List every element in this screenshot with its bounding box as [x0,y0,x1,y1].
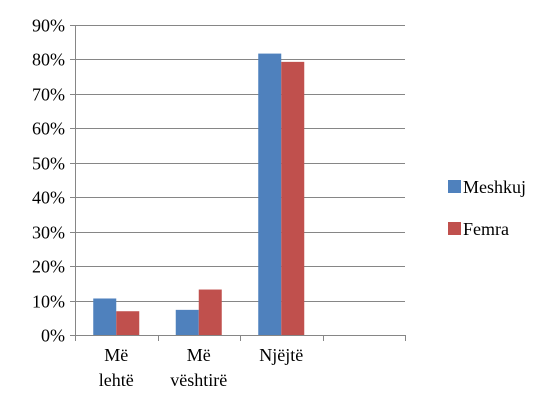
gridlines [75,25,405,302]
legend: Meshkuj Femra [448,177,526,239]
y-tick-label: 50% [32,154,65,174]
y-tick-label: 10% [32,292,65,312]
category-label: Njëjtë [259,345,303,365]
bar-meshkuj-0 [93,298,117,335]
category-label: Më [104,345,128,365]
legend-swatch-femra [448,222,461,235]
y-tick-label: 60% [32,119,65,139]
y-tick-label: 30% [32,223,65,243]
axes [70,25,406,341]
y-tick-label: 70% [32,85,65,105]
y-tick-label: 90% [32,16,65,36]
legend-label-meshkuj: Meshkuj [463,177,526,197]
category-label: vështirë [170,370,227,390]
category-label: Më [187,345,211,365]
y-tick-label: 40% [32,188,65,208]
legend-label-femra: Femra [463,219,509,239]
bar-meshkuj-1 [175,309,199,335]
y-tick-label: 20% [32,257,65,277]
legend-swatch-meshkuj [448,180,461,193]
category-labels: Më lehtë Më vështirë Njëjtë [99,345,303,390]
bar-femra-1 [198,289,222,335]
y-tick-label: 80% [32,50,65,70]
y-tick-label: 0% [41,326,65,346]
category-label: lehtë [99,370,134,390]
bars [93,53,305,335]
bar-femra-2 [281,61,305,335]
bar-meshkuj-2 [258,53,282,335]
bar-femra-0 [116,311,140,335]
y-tick-labels: 0% 10% 20% 30% 40% 50% 60% 70% 80% 90% [32,16,65,346]
